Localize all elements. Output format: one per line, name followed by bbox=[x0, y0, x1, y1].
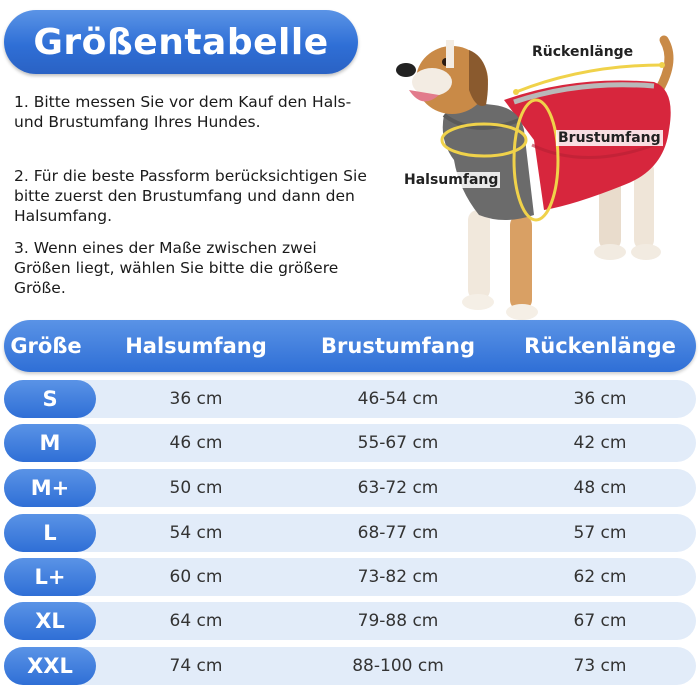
size-label: XL bbox=[4, 602, 96, 640]
back-value: 36 cm bbox=[573, 389, 627, 409]
instruction-3: 3. Wenn eines der Maße zwischen zwei Grö… bbox=[14, 239, 339, 297]
back-value: 67 cm bbox=[573, 611, 627, 631]
chest-value: 68-77 cm bbox=[357, 523, 439, 543]
title-banner: Größentabelle bbox=[4, 10, 358, 74]
chest-value: 46-54 cm bbox=[357, 389, 439, 409]
table-row: M+ 50 cm 63-72 cm 48 cm bbox=[4, 469, 696, 507]
header-back: Rückenlänge bbox=[524, 334, 676, 358]
neck-value: 46 cm bbox=[169, 433, 223, 453]
table-row: L 54 cm 68-77 cm 57 cm bbox=[4, 514, 696, 552]
size-label: L+ bbox=[4, 558, 96, 596]
neck-label: Halsumfang bbox=[402, 172, 501, 188]
size-label: M bbox=[4, 424, 96, 462]
back-value: 48 cm bbox=[573, 478, 627, 498]
table-row: M 46 cm 55-67 cm 42 cm bbox=[4, 424, 696, 462]
back-value: 42 cm bbox=[573, 433, 627, 453]
size-label: XXL bbox=[4, 647, 96, 685]
size-label: L bbox=[4, 514, 96, 552]
size-table-header: Größe Halsumfang Brustumfang Rückenlänge bbox=[4, 320, 696, 372]
page-title: Größentabelle bbox=[33, 21, 329, 63]
dog-in-coat-image bbox=[396, 35, 674, 320]
chest-value: 88-100 cm bbox=[352, 656, 444, 676]
back-length-label: Rückenlänge bbox=[530, 44, 636, 60]
instruction-1: 1. Bitte messen Sie vor dem Kauf den Hal… bbox=[14, 93, 352, 131]
neck-value: 54 cm bbox=[169, 523, 223, 543]
back-value: 57 cm bbox=[573, 523, 627, 543]
table-row: XL 64 cm 79-88 cm 67 cm bbox=[4, 602, 696, 640]
neck-value: 64 cm bbox=[169, 611, 223, 631]
dog-illustration bbox=[384, 20, 700, 330]
table-row: XXL 74 cm 88-100 cm 73 cm bbox=[4, 647, 696, 685]
size-label: S bbox=[4, 380, 96, 418]
neck-value: 60 cm bbox=[169, 567, 223, 587]
neck-value: 50 cm bbox=[169, 478, 223, 498]
size-label: M+ bbox=[4, 469, 96, 507]
chest-value: 79-88 cm bbox=[357, 611, 439, 631]
chest-value: 63-72 cm bbox=[357, 478, 439, 498]
neck-value: 36 cm bbox=[169, 389, 223, 409]
header-chest: Brustumfang bbox=[321, 334, 475, 358]
header-neck: Halsumfang bbox=[125, 334, 267, 358]
chest-value: 73-82 cm bbox=[357, 567, 439, 587]
neck-value: 74 cm bbox=[169, 656, 223, 676]
chest-value: 55-67 cm bbox=[357, 433, 439, 453]
table-row: L+ 60 cm 73-82 cm 62 cm bbox=[4, 558, 696, 596]
chest-label: Brustumfang bbox=[556, 130, 663, 146]
back-value: 62 cm bbox=[573, 567, 627, 587]
back-value: 73 cm bbox=[573, 656, 627, 676]
table-row: S 36 cm 46-54 cm 36 cm bbox=[4, 380, 696, 418]
header-size: Größe bbox=[10, 334, 82, 358]
instruction-2: 2. Für die beste Passform berücksichtige… bbox=[14, 167, 367, 225]
